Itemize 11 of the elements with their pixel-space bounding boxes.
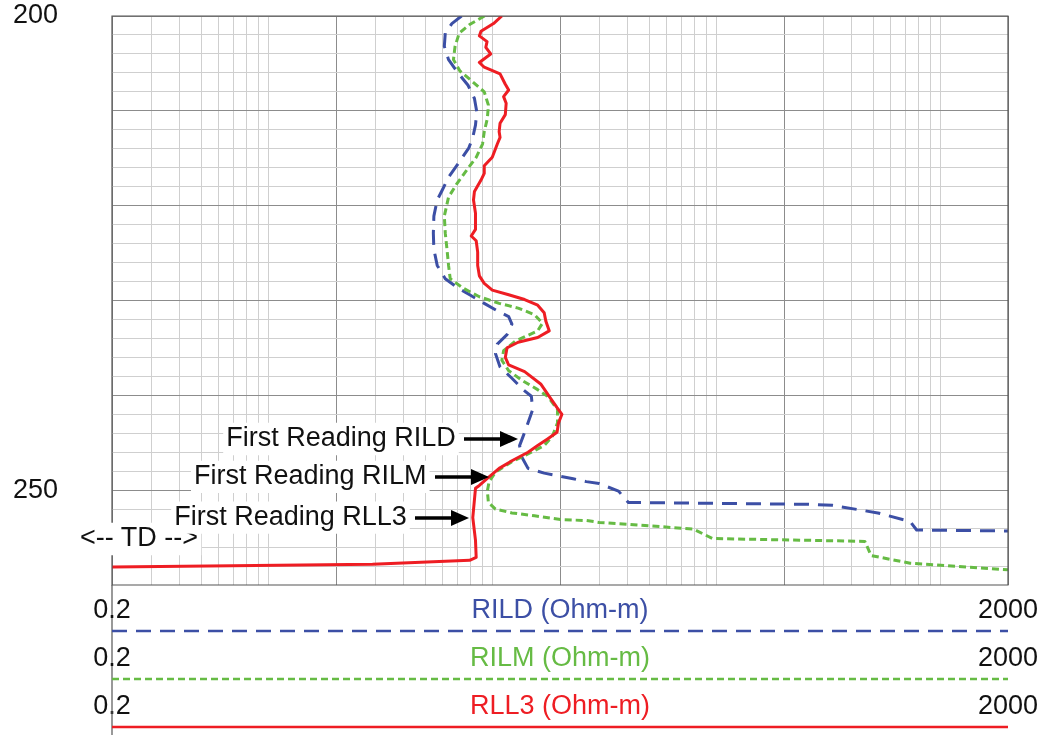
annotation: First Reading RILD (226, 422, 456, 453)
text: 2000 (977, 642, 1039, 673)
x2-tick-label: 2000 (977, 690, 1039, 721)
text: 0.2 (93, 642, 131, 673)
annotation: First Reading RILM (193, 460, 427, 491)
x2-tick-label: 0.2 (93, 690, 131, 721)
text: RLL3 (Ohm-m) (469, 690, 651, 721)
text: RILD (Ohm-m) (471, 594, 649, 625)
y-tick-label: 200 (12, 0, 58, 30)
y-tick-label: 250 (12, 473, 58, 504)
text: RILM (Ohm-m) (470, 642, 650, 673)
